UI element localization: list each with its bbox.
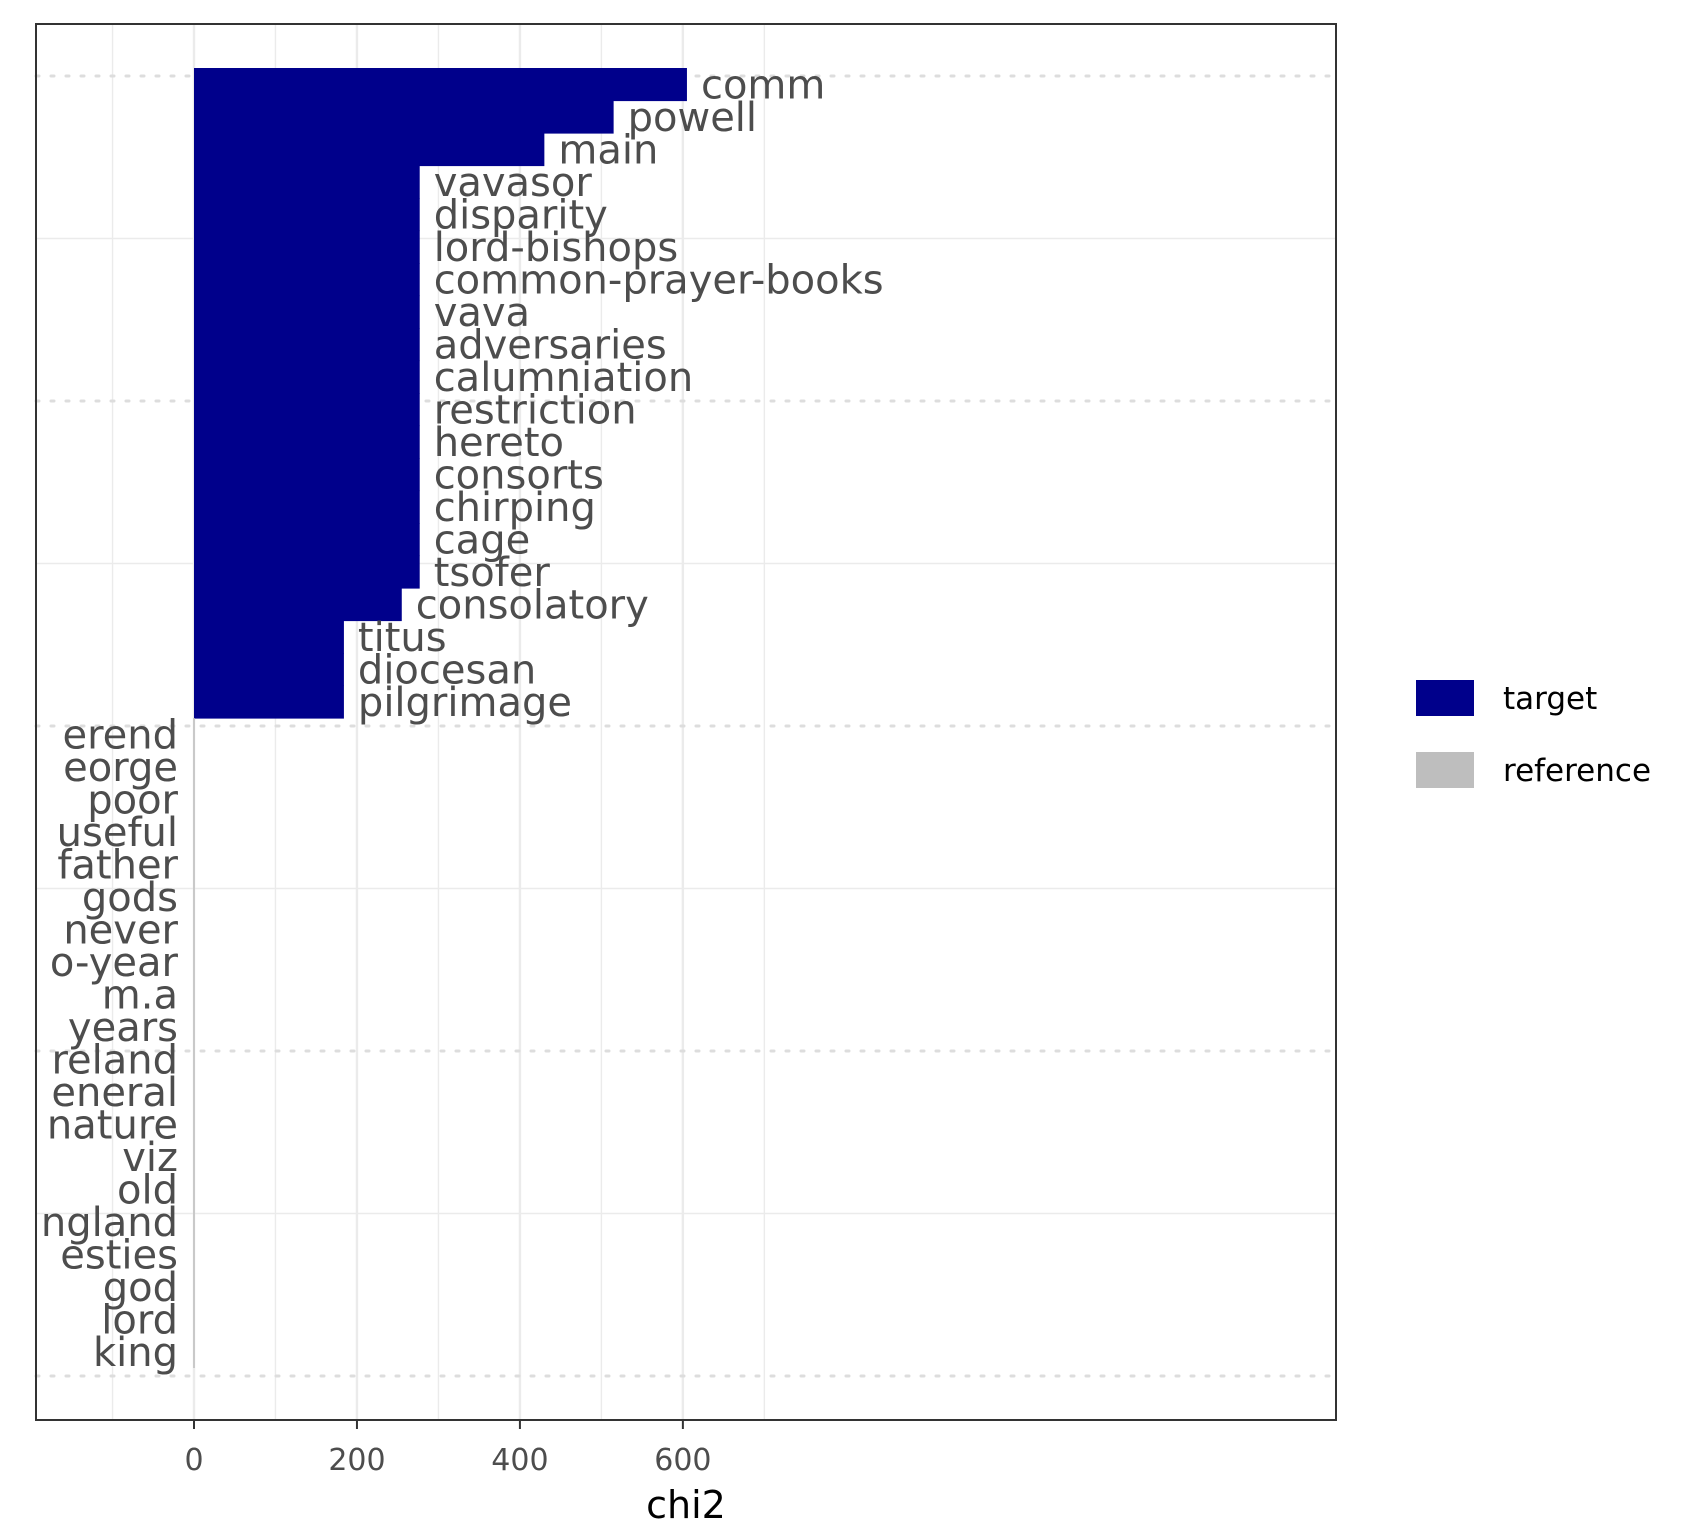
- bar-label: old: [117, 1167, 178, 1213]
- bar-vava: [194, 295, 420, 329]
- bar-label: titus: [358, 615, 447, 661]
- bar-label: poor: [87, 777, 178, 823]
- bar-label: erend: [62, 712, 178, 758]
- bar-never: [193, 913, 195, 946]
- bar-years: [193, 1010, 195, 1043]
- bar-label: restriction: [434, 387, 637, 433]
- x-axis-title: chi2: [646, 1483, 726, 1527]
- bar-label: eorge: [63, 745, 178, 791]
- bar-viz: [193, 1140, 195, 1173]
- legend-swatch-target: [1416, 680, 1474, 716]
- bar-diocesan: [194, 653, 344, 687]
- bar-comm: [194, 68, 687, 102]
- bar-chirping: [194, 490, 420, 524]
- bar-pilgrimage: [194, 685, 344, 719]
- bar-tsofer: [194, 555, 420, 589]
- bar-cage: [194, 523, 420, 557]
- bars: [193, 68, 687, 1368]
- bar-reland: [193, 1043, 195, 1076]
- bar-label: lord: [101, 1297, 178, 1343]
- bar-label: calumniation: [434, 355, 694, 401]
- grid: [34, 24, 1338, 1420]
- bar-label: diocesan: [358, 647, 536, 693]
- bar-esties: [193, 1238, 195, 1271]
- bar-label: viz: [122, 1135, 178, 1181]
- bar-ngland: [193, 1205, 195, 1238]
- bar-disparity: [194, 198, 420, 232]
- bar-main: [194, 133, 545, 167]
- bar-consolatory: [194, 588, 402, 622]
- bar-label: tsofer: [434, 550, 551, 596]
- bar-gods: [193, 880, 195, 913]
- legend-swatch-reference: [1416, 752, 1474, 788]
- bar-restriction: [194, 393, 420, 427]
- bar-label: m.a: [102, 972, 178, 1018]
- bar-label: powell: [628, 95, 757, 141]
- bar-label: vava: [434, 290, 530, 336]
- bar-label: eneral: [51, 1070, 178, 1116]
- bar-titus: [194, 620, 344, 654]
- bar-label: lord-bishops: [434, 225, 679, 271]
- bar-label: king: [93, 1330, 178, 1376]
- bar-label: never: [63, 907, 178, 953]
- bar-label: consolatory: [416, 582, 649, 628]
- bar-label: consorts: [434, 452, 604, 498]
- bar-god: [193, 1270, 195, 1303]
- legend-label-reference: reference: [1503, 753, 1651, 789]
- bar-label: comm: [701, 62, 825, 108]
- bar-label: common-prayer-books: [434, 257, 884, 303]
- legend-label-target: target: [1503, 681, 1597, 717]
- bar-father: [193, 848, 195, 881]
- bar-label: adversaries: [434, 322, 667, 368]
- bar-nature: [193, 1108, 195, 1141]
- bar-label: pilgrimage: [358, 680, 572, 726]
- bar-hereto: [194, 425, 420, 459]
- bar-poor: [193, 783, 195, 816]
- bar-powell: [194, 100, 614, 134]
- bar-label: nature: [47, 1102, 178, 1148]
- bar-erend: [193, 718, 195, 751]
- x-tick-label: 600: [654, 1443, 711, 1478]
- bar-calumniation: [194, 360, 420, 394]
- legend: target reference: [1416, 680, 1651, 789]
- bar-label: disparity: [434, 192, 608, 238]
- bar-label: chirping: [434, 485, 596, 531]
- bar-useful: [193, 815, 195, 848]
- bar-label: main: [558, 127, 658, 173]
- bar-eneral: [193, 1075, 195, 1108]
- bar-vavasor: [194, 165, 420, 199]
- x-tick-label: 200: [328, 1443, 385, 1478]
- bar-king: [193, 1335, 195, 1368]
- bar-label: vavasor: [434, 160, 593, 206]
- bar-label: father: [57, 842, 178, 888]
- bar-label: reland: [51, 1037, 178, 1083]
- x-tick-label: 400: [491, 1443, 548, 1478]
- bar-old: [193, 1173, 195, 1206]
- bar-m.a: [193, 978, 195, 1011]
- bar-label: useful: [57, 810, 178, 856]
- bar-consorts: [194, 458, 420, 492]
- bar-label: esties: [60, 1232, 178, 1278]
- bar-label: god: [103, 1265, 178, 1311]
- bar-label: cage: [434, 517, 531, 563]
- bar-lord: [193, 1303, 195, 1336]
- bar-labels: commpowellmainvavasordisparitylord-bisho…: [41, 62, 884, 1376]
- bar-label: gods: [82, 875, 178, 921]
- bar-adversaries: [194, 328, 420, 362]
- x-axis: 0 200 400 600: [184, 1420, 712, 1478]
- bar-label: o-year: [50, 940, 179, 986]
- x-tick-label: 0: [184, 1443, 203, 1478]
- bar-common-prayer-books: [194, 263, 420, 297]
- bar-label: hereto: [434, 420, 564, 466]
- bar-label: ngland: [41, 1200, 178, 1246]
- bar-lord-bishops: [194, 230, 420, 264]
- bar-label: years: [68, 1005, 178, 1051]
- bar-eorge: [193, 750, 195, 783]
- bar-o-year: [193, 945, 195, 978]
- panel-border: [35, 23, 1337, 1421]
